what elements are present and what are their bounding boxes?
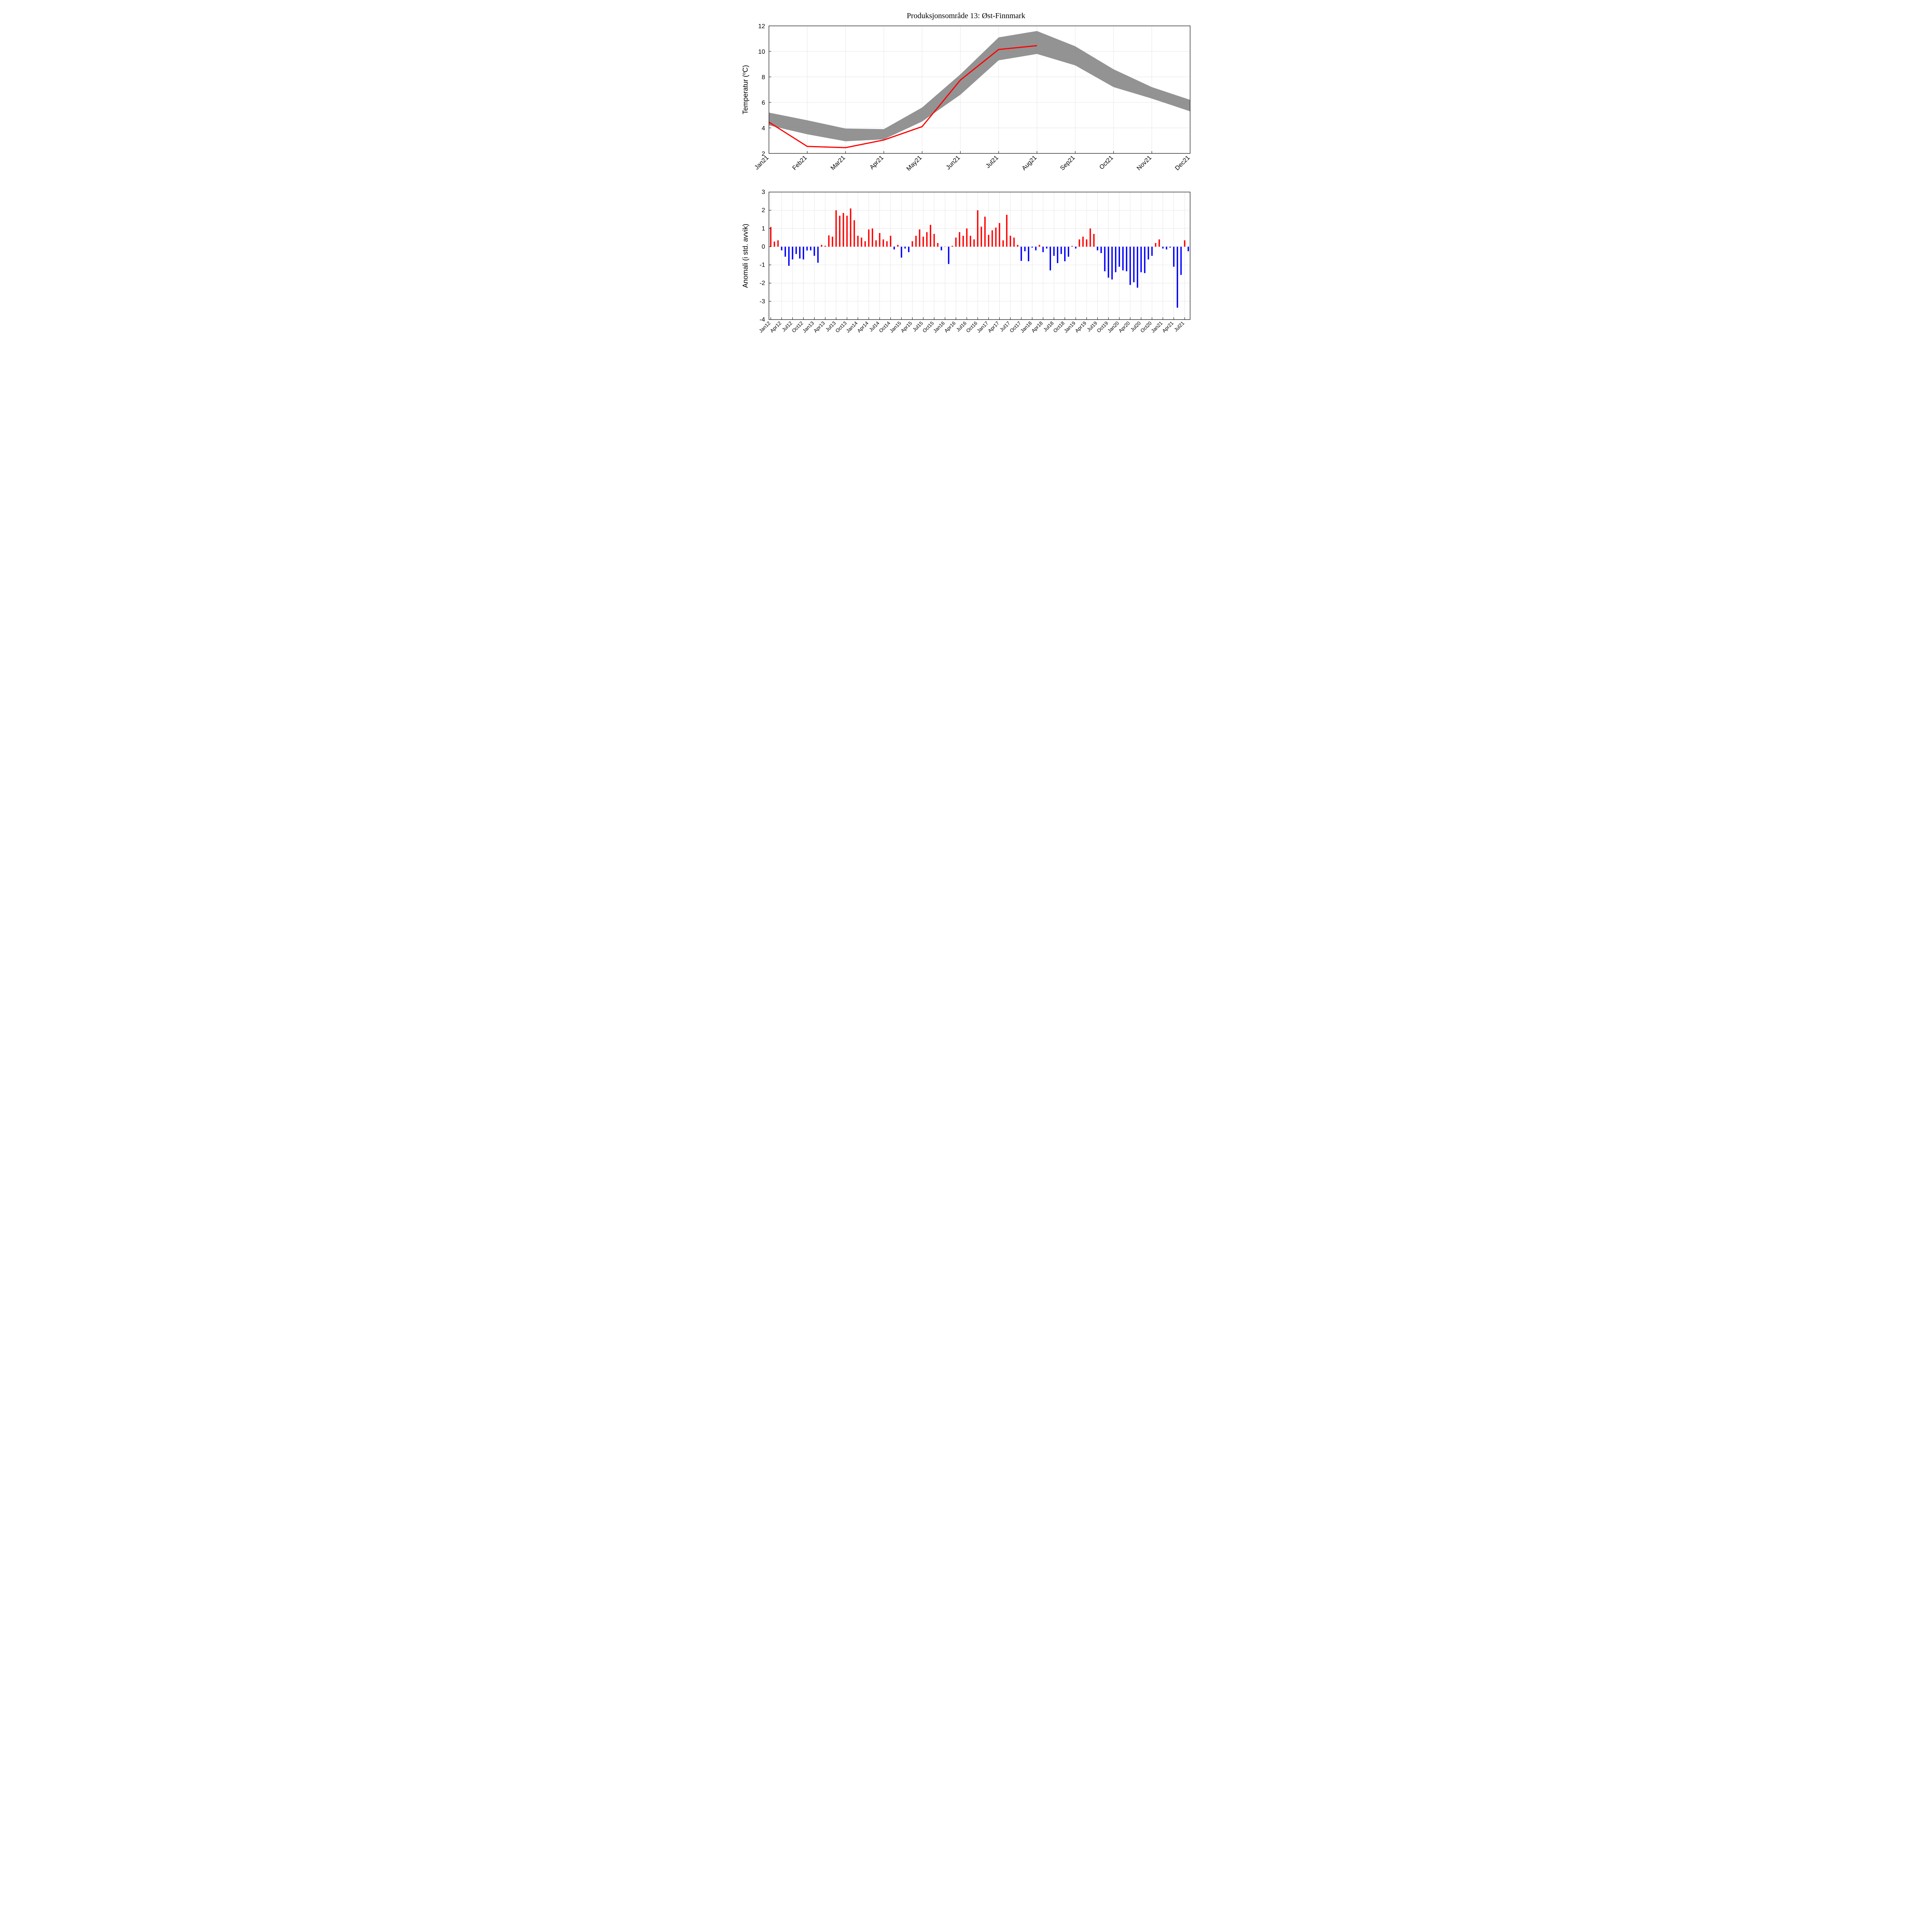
svg-text:-4: -4: [760, 316, 765, 323]
svg-text:Oct21: Oct21: [1098, 155, 1114, 171]
svg-text:0: 0: [762, 243, 765, 250]
svg-text:Jan16: Jan16: [932, 320, 946, 334]
svg-text:Jan20: Jan20: [1106, 320, 1120, 334]
svg-text:Apr16: Apr16: [943, 320, 957, 334]
svg-text:Jul21: Jul21: [985, 155, 1000, 170]
svg-text:Dec21: Dec21: [1174, 155, 1191, 172]
anomaly-chart: -4-3-2-10123Jan12Apr12Jul12Oct12Jan13Apr…: [734, 188, 1198, 350]
svg-text:-1: -1: [760, 262, 765, 269]
svg-text:Apr21: Apr21: [869, 155, 885, 171]
svg-text:Jan17: Jan17: [976, 320, 990, 334]
page-root: Produksjonsområde 13: Øst-Finnmark 2 4 6 8 1…: [719, 0, 1213, 366]
svg-text:Anomali (i std. avvik): Anomali (i std. avvik): [742, 224, 749, 288]
svg-text:-2: -2: [760, 280, 765, 287]
svg-text:Nov21: Nov21: [1136, 155, 1153, 172]
temperature-chart: 24681012Jan21Feb21Mar21Apr21May21Jun21Ju…: [734, 22, 1198, 184]
svg-text:8: 8: [762, 74, 765, 81]
svg-text:Jul21: Jul21: [1173, 320, 1185, 333]
svg-text:Jan14: Jan14: [845, 320, 859, 334]
svg-text:4: 4: [762, 125, 765, 132]
svg-text:Oct14: Oct14: [878, 320, 891, 334]
svg-text:Oct17: Oct17: [1009, 320, 1022, 334]
svg-text:Oct13: Oct13: [834, 320, 848, 334]
svg-text:Jan18: Jan18: [1019, 320, 1033, 334]
svg-text:Oct16: Oct16: [965, 320, 978, 334]
svg-text:Apr21: Apr21: [1161, 320, 1175, 334]
svg-text:Jan15: Jan15: [888, 320, 902, 334]
svg-text:Oct18: Oct18: [1052, 320, 1066, 334]
svg-text:Apr14: Apr14: [856, 320, 869, 334]
svg-text:Mar21: Mar21: [830, 155, 847, 172]
svg-text:Apr15: Apr15: [900, 320, 913, 334]
svg-text:10: 10: [758, 49, 765, 55]
svg-text:12: 12: [758, 23, 765, 30]
svg-text:Apr18: Apr18: [1030, 320, 1044, 334]
svg-text:Sep21: Sep21: [1059, 155, 1077, 172]
chart-title: Produksjonsområde 13: Øst-Finnmark: [734, 12, 1198, 20]
svg-text:Oct19: Oct19: [1096, 320, 1109, 334]
svg-text:Apr19: Apr19: [1074, 320, 1087, 334]
svg-text:Jan21: Jan21: [1150, 320, 1164, 334]
svg-text:Jan13: Jan13: [801, 320, 815, 334]
svg-text:Apr17: Apr17: [987, 320, 1000, 334]
svg-text:Jan19: Jan19: [1063, 320, 1077, 334]
svg-text:Apr13: Apr13: [813, 320, 826, 334]
svg-text:Oct15: Oct15: [922, 320, 935, 334]
svg-text:May21: May21: [905, 155, 923, 172]
svg-text:2: 2: [762, 207, 765, 214]
svg-text:Apr12: Apr12: [769, 320, 782, 334]
svg-text:Oct12: Oct12: [791, 320, 804, 334]
svg-text:Jun21: Jun21: [945, 155, 961, 171]
svg-text:3: 3: [762, 189, 765, 196]
svg-text:1: 1: [762, 225, 765, 232]
svg-text:6: 6: [762, 100, 765, 106]
svg-text:Temperatur (oC): Temperatur (oC): [742, 65, 749, 114]
svg-text:Feb21: Feb21: [791, 155, 808, 172]
svg-text:Apr20: Apr20: [1117, 320, 1131, 334]
svg-text:Oct20: Oct20: [1139, 320, 1153, 334]
svg-text:Aug21: Aug21: [1021, 155, 1038, 172]
svg-text:-3: -3: [760, 298, 765, 305]
